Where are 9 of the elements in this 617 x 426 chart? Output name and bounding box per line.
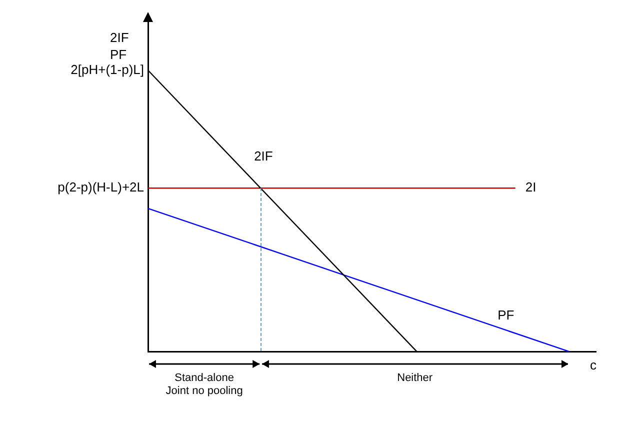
text: Stand-alone Joint no pooling (164, 372, 244, 398)
series-label: 2IF (254, 148, 273, 164)
text: 2[pH+(1-p)L] (70, 62, 144, 77)
text: p(2-p)(H-L)+2L (58, 180, 144, 195)
y-axis-title: 2IF PF (110, 30, 129, 62)
series-label: 2I (525, 180, 536, 195)
text: Neither (396, 372, 434, 385)
series-label: PF (498, 308, 514, 323)
x-axis-title: c (590, 358, 597, 373)
